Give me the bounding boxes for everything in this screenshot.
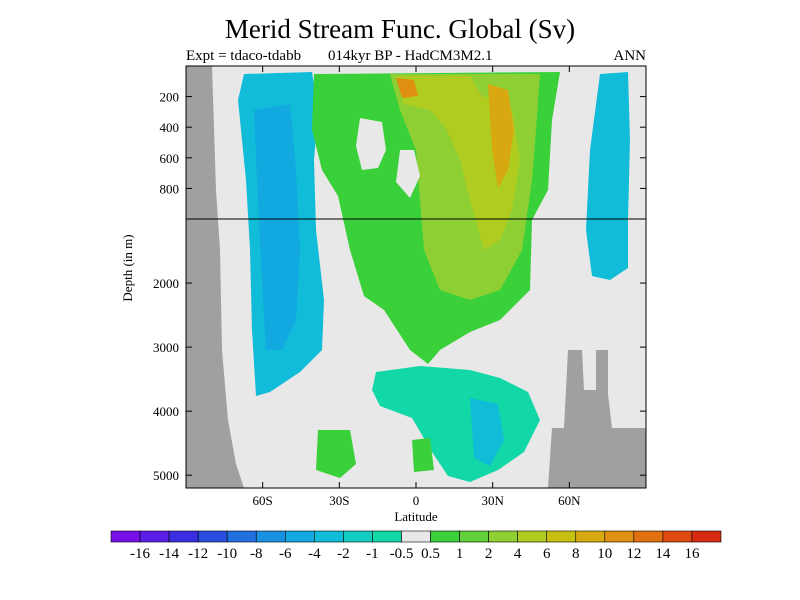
land-mask-south — [186, 66, 244, 488]
y-tick-label: 400 — [160, 120, 180, 135]
colorbar-label: -0.5 — [390, 546, 414, 562]
abyssal-cell — [372, 366, 540, 482]
colorbar-swatch — [691, 530, 722, 543]
y-tick-label: 3000 — [153, 340, 179, 355]
colorbar-label: -2 — [337, 546, 350, 562]
y-axis-ticks: 200 400 600 800 2000 3000 4000 5000 — [153, 90, 646, 483]
colorbar-swatch — [488, 530, 518, 543]
colorbar-label: -8 — [250, 546, 263, 562]
colorbar-swatch — [459, 530, 489, 543]
colorbar-swatch — [604, 530, 635, 543]
x-tick-label: 30S — [329, 493, 349, 508]
colorbar-label: 16 — [684, 546, 700, 562]
colorbar-swatch — [197, 530, 228, 543]
overturning-cell-peak — [396, 78, 418, 98]
colorbar-swatch — [139, 530, 170, 543]
southern-negative-cell-core — [254, 104, 300, 350]
colorbar-swatch — [372, 530, 402, 543]
deep-positive-patch-2 — [412, 438, 434, 472]
colorbar-swatch — [314, 530, 344, 543]
colorbar-label: -4 — [308, 546, 321, 562]
overturning-cell-high — [396, 76, 520, 250]
y-axis-label: Depth (in m) — [120, 234, 135, 301]
colorbar-swatch — [575, 530, 606, 543]
experiment-label: Expt = tdaco-tdabb — [186, 48, 302, 64]
land-mask-north — [548, 350, 646, 488]
colorbar-swatch — [430, 530, 460, 543]
colorbar-label: -6 — [279, 546, 292, 562]
colorbar-label: 4 — [514, 546, 522, 562]
overturning-cell-core — [488, 84, 514, 188]
near-zero-gap-2 — [396, 150, 420, 198]
colorbar-label: -1 — [366, 546, 379, 562]
colorbar-label: 8 — [572, 546, 580, 562]
y-tick-label: 800 — [160, 181, 180, 196]
colorbar-label: 12 — [626, 546, 641, 562]
y-tick-label: 5000 — [153, 468, 179, 483]
colorbar-label: 14 — [655, 546, 671, 562]
chart-title: Merid Stream Func. Global (Sv) — [224, 14, 576, 44]
colorbar-swatch — [517, 530, 548, 543]
colorbar-label: 6 — [543, 546, 551, 562]
season-label: ANN — [613, 48, 647, 64]
colorbar-swatch — [255, 530, 286, 543]
y-tick-label: 200 — [160, 90, 180, 105]
x-axis-ticks: 60S 30S 0 30N 60N — [253, 66, 581, 508]
colorbar-swatch — [662, 530, 693, 543]
deep-positive-patch-1 — [316, 430, 356, 478]
colorbar-label: 1 — [456, 546, 464, 562]
colorbar-swatch — [110, 530, 141, 543]
x-tick-label: 30N — [481, 493, 504, 508]
northern-negative-cell — [586, 72, 630, 280]
colorbar-label: -12 — [188, 546, 208, 562]
colorbar-swatch — [226, 530, 257, 543]
colorbar: -16 -14 -12 -10 -8 -6 -4 -2 -1 -0.5 0.5 1 2 4 6 8 10 12 14… — [110, 530, 722, 562]
colorbar-swatch — [284, 530, 315, 543]
colorbar-swatch — [343, 530, 373, 543]
x-tick-label: 60S — [253, 493, 273, 508]
colorbar-swatch — [401, 530, 431, 543]
colorbar-label: -16 — [130, 546, 150, 562]
x-tick-label: 60N — [558, 493, 581, 508]
colorbar-label: -10 — [217, 546, 237, 562]
colorbar-swatch — [546, 530, 577, 543]
x-tick-label: 0 — [413, 493, 420, 508]
y-tick-label: 4000 — [153, 404, 179, 419]
colorbar-label: 2 — [485, 546, 493, 562]
colorbar-label: -14 — [159, 546, 179, 562]
colorbar-swatch — [633, 530, 664, 543]
abyssal-cell-core — [470, 398, 504, 466]
x-axis-label: Latitude — [394, 509, 438, 524]
period-label: 014kyr BP - HadCM3M2.1 — [328, 48, 493, 64]
y-tick-label: 600 — [160, 151, 180, 166]
near-zero-gap-1 — [356, 118, 386, 170]
colorbar-swatch — [168, 530, 199, 543]
colorbar-label: 0.5 — [421, 546, 440, 562]
colorbar-label: 10 — [597, 546, 612, 562]
y-tick-label: 2000 — [153, 276, 179, 291]
